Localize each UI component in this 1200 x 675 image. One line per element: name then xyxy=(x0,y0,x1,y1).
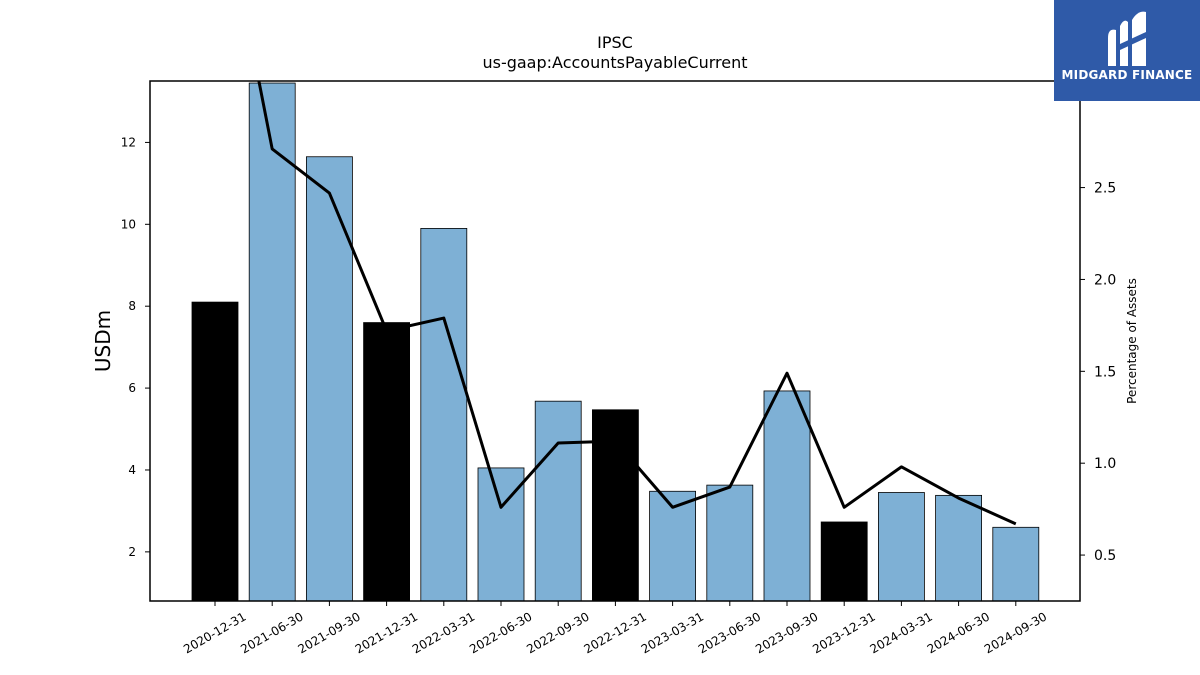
x-tick-label: 2021-12-31 xyxy=(353,609,420,656)
bar-2023-06-30 xyxy=(706,484,754,602)
percentage-of-assets-line xyxy=(257,81,1017,526)
y-tick-label: 8 xyxy=(128,299,136,313)
bar-2024-06-30 xyxy=(935,494,982,602)
x-tick-label: 2022-12-31 xyxy=(581,609,648,656)
x-tick-label: 2024-06-30 xyxy=(925,609,992,656)
x-tick-label: 2024-09-30 xyxy=(982,609,1049,656)
y2-tick-label: 2.0 xyxy=(1094,272,1116,288)
x-tick-label: 2022-06-30 xyxy=(467,609,534,656)
x-tick-label: 2023-06-30 xyxy=(696,609,763,656)
bar-2023-09-30 xyxy=(763,390,811,602)
bar-2021-12-31 xyxy=(363,322,411,602)
x-tick-label: 2022-09-30 xyxy=(524,609,591,656)
y-tick-label: 4 xyxy=(128,463,136,477)
logo-text: MIDGARD FINANCE xyxy=(1061,68,1193,82)
chart-title: IPSC xyxy=(597,33,633,52)
x-tick-label: 2023-12-31 xyxy=(810,609,877,656)
x-tick-label: 2023-03-31 xyxy=(639,609,706,656)
bar-2024-03-31 xyxy=(878,492,925,602)
x-tick-label: 2020-12-31 xyxy=(181,609,248,656)
y-tick-label: 10 xyxy=(121,217,136,231)
x-axis: 2020-12-312021-06-302021-09-302021-12-31… xyxy=(181,601,1049,656)
y2-axis-label: Percentage of Assets xyxy=(1125,278,1139,404)
y2-tick-label: 1.0 xyxy=(1094,456,1116,472)
y-axis-label: USDm xyxy=(91,310,115,372)
y-tick-label: 12 xyxy=(121,135,136,149)
logo-mark-icon xyxy=(1108,11,1146,67)
bar-2021-06-30 xyxy=(248,82,296,602)
x-tick-label: 2023-09-30 xyxy=(753,609,820,656)
x-tick-label: 2021-09-30 xyxy=(295,609,362,656)
bar-2023-03-31 xyxy=(649,490,696,602)
x-tick-label: 2021-06-30 xyxy=(238,609,305,656)
y-axis-right: 0.51.01.52.02.53.0 xyxy=(1080,89,1116,564)
bars-layer xyxy=(191,82,1040,602)
bar-2024-09-30 xyxy=(992,526,1040,602)
midgard-finance-logo: MIDGARD FINANCE xyxy=(1054,0,1200,101)
y-axis-left: 2 4 6 8 10 12 xyxy=(121,135,150,559)
bar-2022-03-31 xyxy=(420,228,468,602)
bar-2022-12-31 xyxy=(592,409,639,602)
bar-2022-09-30 xyxy=(534,400,582,602)
y-tick-label: 6 xyxy=(128,381,136,395)
bar-2021-09-30 xyxy=(305,156,353,602)
x-tick-label: 2024-03-31 xyxy=(867,609,934,656)
y-tick-label: 2 xyxy=(128,545,136,559)
line-layer xyxy=(257,81,1017,526)
bar-2023-12-31 xyxy=(820,521,868,602)
y2-tick-label: 0.5 xyxy=(1094,548,1116,564)
chart-subtitle: us-gaap:AccountsPayableCurrent xyxy=(482,53,747,72)
y2-tick-label: 2.5 xyxy=(1094,181,1116,197)
bar-2020-12-31 xyxy=(191,301,239,602)
y2-tick-label: 1.5 xyxy=(1094,364,1116,380)
x-tick-label: 2022-03-31 xyxy=(410,609,477,656)
